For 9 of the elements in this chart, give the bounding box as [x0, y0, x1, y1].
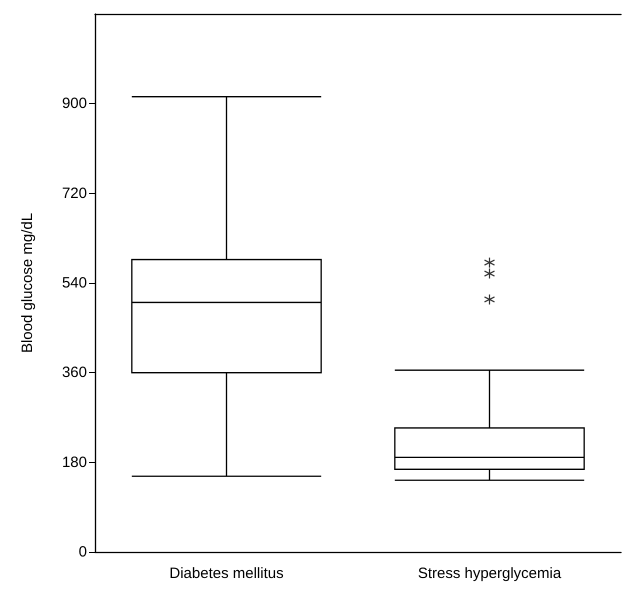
x-tick-label: Diabetes mellitus	[169, 565, 284, 582]
y-tick-label: 540	[62, 274, 87, 292]
x-tick-label: Stress hyperglycemia	[418, 565, 562, 582]
y-tick-label: 180	[62, 454, 87, 471]
y-tick-label: 0	[78, 544, 87, 560]
y-tick-label: 720	[62, 184, 87, 202]
y-axis-title: Blood glucose mg/dL	[19, 212, 36, 354]
y-tick-label: 900	[62, 95, 87, 112]
y-tick-label: 360	[62, 364, 87, 382]
